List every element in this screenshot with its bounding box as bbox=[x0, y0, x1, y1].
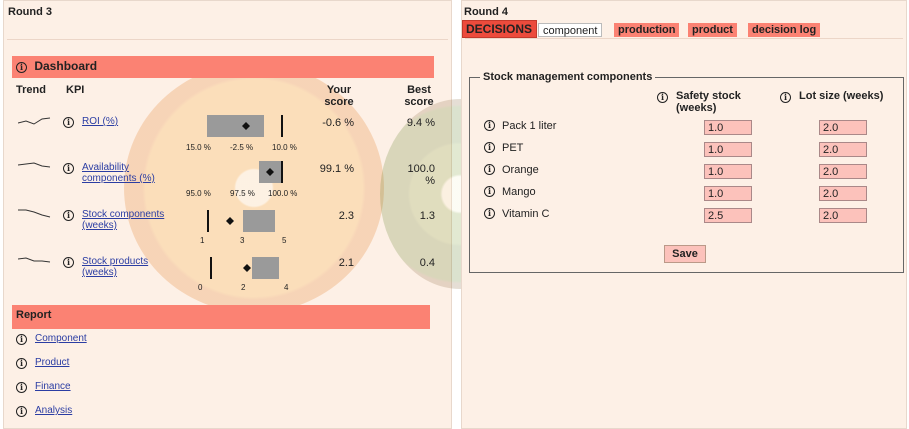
tab-production[interactable]: production bbox=[614, 23, 680, 37]
your-score: 2.1 bbox=[338, 257, 354, 269]
trend-sparkline-icon bbox=[18, 117, 51, 125]
component-name: Mango bbox=[502, 186, 536, 198]
safety-stock-input[interactable] bbox=[704, 186, 752, 201]
your-score: -0.6 % bbox=[322, 117, 354, 129]
info-icon[interactable]: i bbox=[780, 92, 791, 103]
report-link-product[interactable]: Product bbox=[35, 357, 70, 368]
bullet-chart-roi: 15.0 % -2.5 % 10.0 % bbox=[186, 115, 297, 151]
tab-divider bbox=[465, 38, 903, 39]
tick-label: 3 bbox=[240, 236, 245, 244]
round-title: Round 3 bbox=[8, 6, 52, 18]
col-your-score: Your score bbox=[324, 84, 354, 108]
stock-management-fieldset bbox=[469, 77, 904, 273]
best-score: 9.4 % bbox=[406, 117, 435, 129]
component-name: Orange bbox=[502, 164, 539, 176]
bullet-chart-stock-products: 0 2 4 bbox=[198, 257, 289, 291]
dashboard-title: Dashboard bbox=[34, 59, 98, 73]
lot-size-input[interactable] bbox=[819, 120, 867, 135]
bullet-chart-stock-components: 1 3 5 bbox=[200, 210, 287, 244]
component-name: Vitamin C bbox=[502, 208, 550, 220]
dashboard-header: i Dashboard bbox=[12, 56, 434, 78]
tick-label: 95.0 % bbox=[186, 189, 211, 197]
kpi-link-stock-components[interactable]: Stock components (weeks) bbox=[82, 209, 165, 231]
kpi-link-roi[interactable]: ROI (%) bbox=[82, 116, 119, 127]
info-icon[interactable]: i bbox=[16, 382, 27, 393]
info-icon[interactable]: i bbox=[63, 210, 74, 221]
component-name: PET bbox=[502, 142, 524, 154]
kpi-row-roi: i ROI (%) 15.0 % -2.5 % 10.0 % -0.6 % 9.… bbox=[4, 115, 453, 161]
info-icon[interactable]: i bbox=[16, 62, 27, 73]
info-icon[interactable]: i bbox=[16, 358, 27, 369]
kpi-row-stock-products: i Stock products (weeks) 0 2 4 2.1 0.4 bbox=[4, 255, 453, 301]
safety-stock-input[interactable] bbox=[704, 142, 752, 157]
col-lot-size: Lot size (weeks) bbox=[799, 90, 884, 102]
lot-size-input[interactable] bbox=[819, 208, 867, 223]
your-score: 99.1 % bbox=[319, 163, 354, 175]
info-icon[interactable]: i bbox=[484, 142, 495, 153]
report-link-finance[interactable]: Finance bbox=[35, 381, 71, 392]
info-icon[interactable]: i bbox=[484, 186, 495, 197]
best-score: 100.0 % bbox=[407, 163, 435, 187]
info-icon[interactable]: i bbox=[484, 120, 495, 131]
info-icon[interactable]: i bbox=[16, 406, 27, 417]
col-safety-stock: Safety stock (weeks) bbox=[676, 90, 741, 114]
tick-label: 2 bbox=[241, 283, 246, 291]
tick-label: -2.5 % bbox=[230, 143, 253, 151]
tick-label: 97.5 % bbox=[230, 189, 255, 197]
info-icon[interactable]: i bbox=[63, 117, 74, 128]
bullet-chart-availability: 95.0 % 97.5 % 100.0 % bbox=[186, 161, 297, 197]
component-name: Pack 1 liter bbox=[502, 120, 557, 132]
right-panel: Round 4 DECISIONS component production p… bbox=[461, 0, 907, 429]
tick-label: 10.0 % bbox=[272, 143, 297, 151]
report-header: Report bbox=[12, 305, 430, 329]
tick-label: 4 bbox=[284, 283, 289, 291]
save-button[interactable]: Save bbox=[664, 245, 706, 263]
tick-label: 100.0 % bbox=[268, 189, 297, 197]
info-icon[interactable]: i bbox=[63, 163, 74, 174]
kpi-link-stock-products[interactable]: Stock products (weeks) bbox=[82, 256, 149, 278]
lot-size-input[interactable] bbox=[819, 142, 867, 157]
info-icon[interactable]: i bbox=[16, 334, 27, 345]
info-icon[interactable]: i bbox=[484, 208, 495, 219]
tab-decision-log[interactable]: decision log bbox=[748, 23, 821, 37]
tab-product[interactable]: product bbox=[688, 23, 737, 37]
kpi-row-availability: i Availability components (%) 95.0 % 97.… bbox=[4, 161, 453, 207]
tick-label: 1 bbox=[200, 236, 205, 244]
info-icon[interactable]: i bbox=[484, 164, 495, 175]
trend-sparkline-icon bbox=[18, 162, 51, 168]
kpi-row-stock-components: i Stock components (weeks) 1 3 5 2.3 1.3 bbox=[4, 208, 453, 254]
title-divider bbox=[7, 39, 448, 40]
tick-label: 15.0 % bbox=[186, 143, 211, 151]
safety-stock-input[interactable] bbox=[704, 120, 752, 135]
col-trend: Trend bbox=[16, 84, 46, 96]
your-score: 2.3 bbox=[338, 210, 354, 222]
lot-size-input[interactable] bbox=[819, 186, 867, 201]
safety-stock-input[interactable] bbox=[704, 208, 752, 223]
tick-label: 0 bbox=[198, 283, 203, 291]
info-icon[interactable]: i bbox=[63, 257, 74, 268]
decisions-label: DECISIONS bbox=[462, 20, 538, 38]
report-link-analysis[interactable]: Analysis bbox=[35, 405, 73, 416]
best-score: 1.3 bbox=[419, 210, 435, 222]
safety-stock-input[interactable] bbox=[704, 164, 752, 179]
kpi-link-availability[interactable]: Availability components (%) bbox=[82, 162, 155, 184]
tab-component[interactable]: component bbox=[538, 23, 603, 37]
left-panel: Round 3 i Dashboard Trend KPI Your score… bbox=[3, 0, 540, 429]
best-score: 0.4 bbox=[419, 257, 435, 269]
trend-sparkline-icon bbox=[18, 209, 51, 218]
lot-size-input[interactable] bbox=[819, 164, 867, 179]
info-icon[interactable]: i bbox=[657, 92, 668, 103]
report-link-component[interactable]: Component bbox=[35, 333, 87, 344]
col-kpi: KPI bbox=[66, 84, 85, 96]
trend-sparkline-icon bbox=[18, 257, 51, 263]
fieldset-legend: Stock management components bbox=[480, 71, 656, 83]
round-title: Round 4 bbox=[464, 6, 508, 18]
tick-label: 5 bbox=[282, 236, 287, 244]
col-best-score: Best score bbox=[404, 84, 434, 108]
